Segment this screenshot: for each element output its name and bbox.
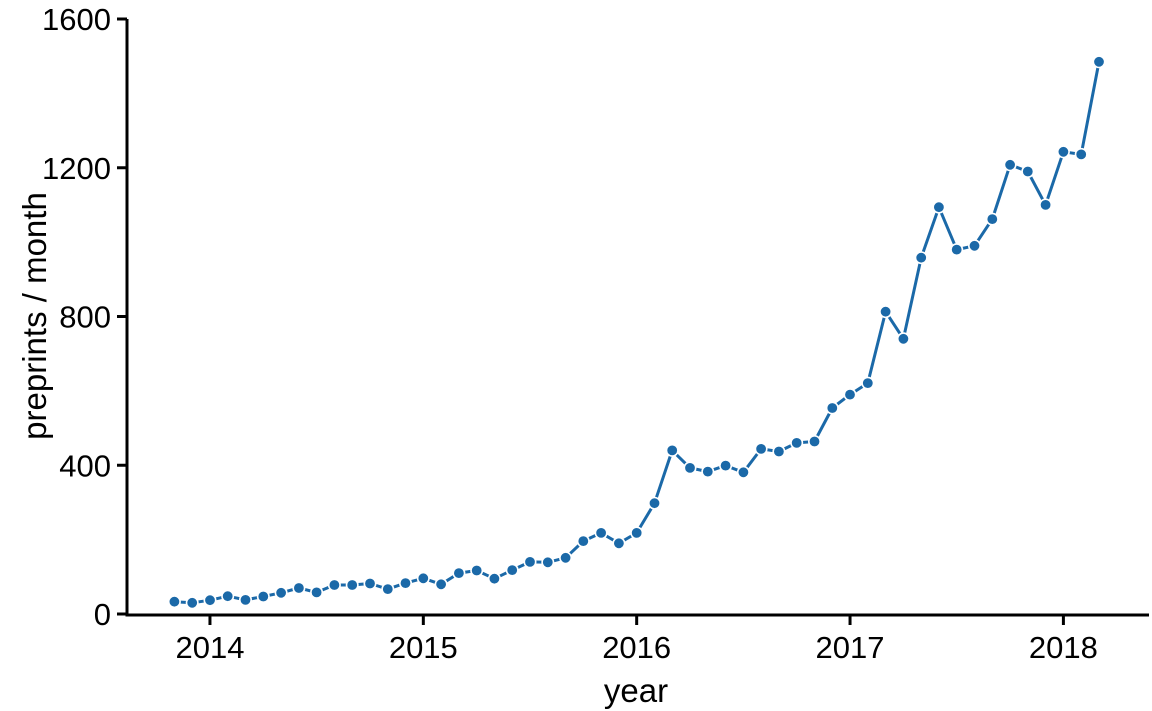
data-point	[434, 577, 448, 591]
y-tick-label: 800	[59, 300, 111, 335]
data-point	[1092, 55, 1106, 69]
data-line	[172, 60, 1101, 605]
data-point	[1056, 145, 1070, 159]
x-axis-label: year	[604, 672, 668, 709]
data-point	[647, 496, 661, 510]
data-point	[167, 595, 181, 609]
data-point	[327, 578, 341, 592]
y-axis-label: preprints / month	[16, 192, 53, 440]
data-point	[932, 200, 946, 214]
data-point	[665, 443, 679, 457]
data-point	[790, 436, 804, 450]
x-tick-label: 2017	[816, 630, 885, 665]
data-point	[523, 555, 537, 569]
data-point	[310, 585, 324, 599]
data-point	[487, 572, 501, 586]
x-tick-label: 2016	[602, 630, 671, 665]
data-point	[239, 593, 253, 607]
data-point	[505, 563, 519, 577]
data-point	[274, 586, 288, 600]
data-point	[221, 589, 235, 603]
data-point	[1074, 147, 1088, 161]
data-point	[914, 251, 928, 265]
data-point	[292, 581, 306, 595]
data-point	[843, 388, 857, 402]
data-point	[398, 576, 412, 590]
data-point	[701, 465, 715, 479]
y-tick-label: 1600	[42, 2, 111, 37]
data-point	[470, 563, 484, 577]
data-point	[381, 582, 395, 596]
axes-spines	[125, 19, 1149, 617]
data-point	[683, 461, 697, 475]
data-point	[363, 576, 377, 590]
data-point	[825, 401, 839, 415]
data-point	[896, 332, 910, 346]
data-point	[861, 376, 875, 390]
data-point	[576, 534, 590, 548]
data-point	[612, 536, 626, 550]
data-point	[1039, 198, 1053, 212]
data-point	[185, 596, 199, 610]
data-point	[772, 444, 786, 458]
y-tick-label: 400	[59, 448, 111, 483]
y-tick-label: 0	[94, 597, 111, 632]
data-point	[452, 566, 466, 580]
data-point	[256, 589, 270, 603]
data-point	[345, 578, 359, 592]
data-point	[754, 442, 768, 456]
data-point	[879, 305, 893, 319]
data-point	[559, 551, 573, 565]
data-point	[807, 434, 821, 448]
data-point	[967, 239, 981, 253]
data-point	[203, 593, 217, 607]
data-point	[416, 571, 430, 585]
x-tick-label: 2018	[1029, 630, 1098, 665]
data-point	[736, 465, 750, 479]
data-point	[985, 212, 999, 226]
data-point	[630, 526, 644, 540]
data-point	[719, 459, 733, 473]
data-point	[541, 555, 555, 569]
data-point	[1003, 158, 1017, 172]
x-tick-label: 2014	[175, 630, 244, 665]
data-point	[950, 243, 964, 257]
data-point	[1021, 165, 1035, 179]
y-tick-label: 1200	[42, 151, 111, 186]
data-point	[594, 526, 608, 540]
x-tick-label: 2015	[389, 630, 458, 665]
